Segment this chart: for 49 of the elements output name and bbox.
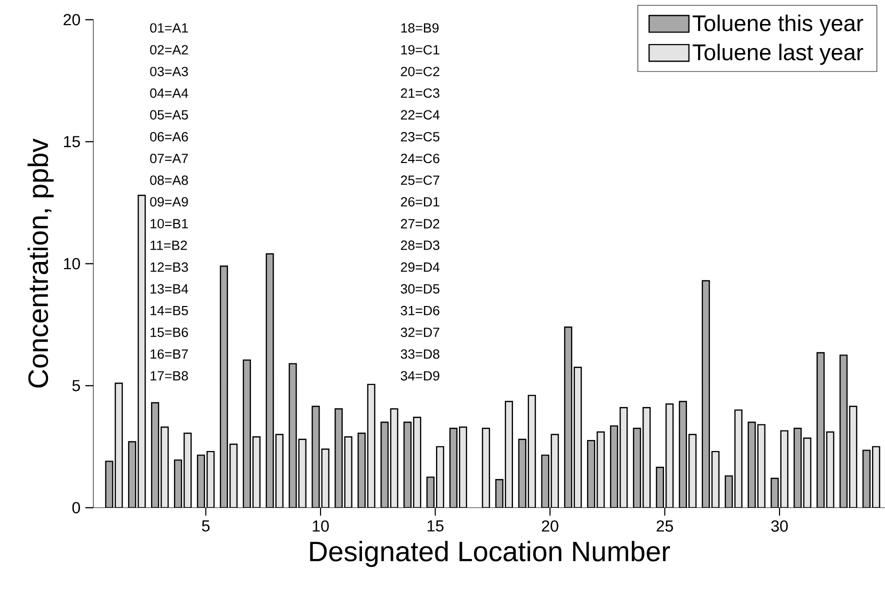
annotation: 31=D6 [400,306,440,316]
x-tick-label: 25 [656,520,673,532]
x-tick-label: 10 [312,520,329,532]
annotation: 29=D4 [400,262,440,272]
annotation: 19=C1 [401,45,440,55]
annotation: 28=D3 [400,240,440,250]
x-tick-label: 5 [202,520,210,532]
annotation: 27=D2 [400,219,440,228]
annotation: 11=B2 [150,240,187,250]
annotation: 32=D7 [400,328,440,338]
x-tick-label: 15 [428,520,444,532]
annotation: 24=C6 [400,154,440,164]
annotation: 10=B1 [150,218,188,228]
annotation: 15=B6 [150,328,188,338]
y-tick-label: 0 [72,502,80,514]
annotation: 16=B7 [150,349,188,359]
annotation: 18=B9 [401,23,439,33]
y-tick-label: 10 [64,258,80,270]
annotation: 22=C4 [400,110,440,120]
x-tick-label: 30 [771,520,788,532]
x-axis-title: Designated Location Number [310,540,670,567]
y-tick-label: 20 [64,14,80,26]
annotation: 25=C7 [400,175,440,185]
annotation: 17=B8 [150,371,188,381]
annotation: 03=A3 [150,66,188,76]
annotation: 09=A9 [150,197,188,207]
x-tick-label: 20 [542,520,558,532]
annotation: 20=C2 [400,66,440,76]
annotation: 21=C3 [400,88,440,98]
legend-label: Toluene last year [692,44,864,65]
annotation: 33=D8 [400,349,440,359]
y-tick-label: 5 [72,380,80,392]
annotation: 02=A2 [150,45,188,55]
annotation: 04=A4 [150,88,188,98]
annotation: 08=A8 [150,175,188,185]
annotation: 30=D5 [400,284,440,294]
annotation: 26=D1 [400,197,440,207]
annotation: 34=D9 [400,371,440,381]
y-axis-title: Concentration, ppbv [28,138,54,388]
annotation: 06=A6 [150,132,188,142]
annotation: 05=A5 [150,110,188,120]
annotation: 07=A7 [150,154,188,164]
annotation: 13=B4 [150,284,188,294]
annotation: 01=A1 [150,23,188,33]
annotation: 12=B3 [150,262,188,272]
y-tick-label: 15 [64,136,80,148]
legend-label: Toluene this year [692,14,864,36]
annotation: 23=C5 [400,132,440,142]
annotation: 14=B5 [150,306,188,316]
